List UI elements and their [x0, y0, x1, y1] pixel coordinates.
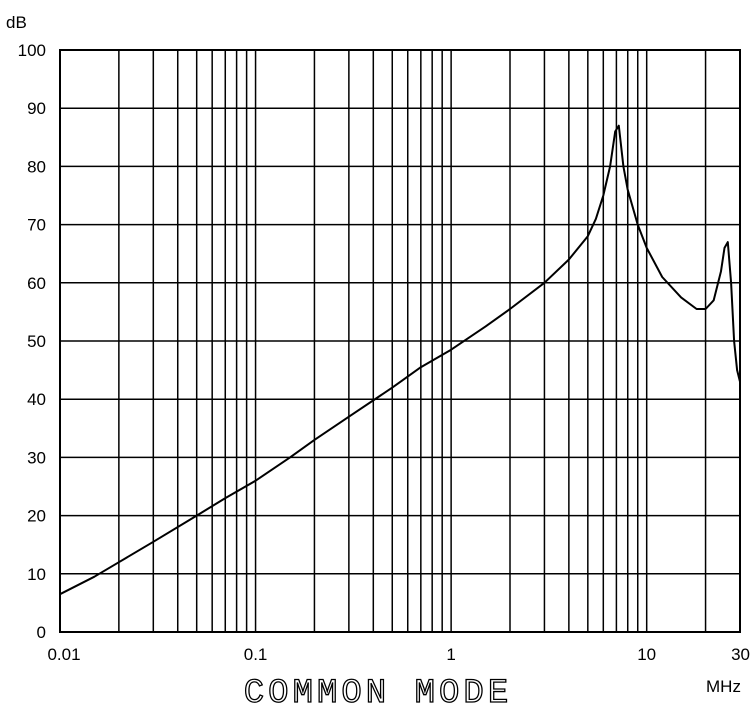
x-tick-label: 1: [446, 645, 455, 664]
chart-title: COMMON MODE: [244, 675, 512, 708]
x-tick-labels: 0.01 0.1 1 10 30: [47, 645, 750, 664]
y-axis-label: dB: [6, 13, 27, 32]
y-tick-label: 10: [27, 565, 46, 584]
y-tick-label: 100: [18, 41, 46, 60]
x-tick-label: 0.01: [47, 645, 80, 664]
y-tick-label: 40: [27, 390, 46, 409]
series-line: [59, 124, 741, 596]
y-tick-label: 50: [27, 332, 46, 351]
x-tick-label: 10: [637, 645, 656, 664]
x-axis-label: MHz: [706, 677, 741, 696]
y-tick-label: 0: [37, 623, 46, 642]
y-tick-label: 60: [27, 274, 46, 293]
plot-frame: [59, 49, 741, 633]
y-tick-label: 90: [27, 99, 46, 118]
y-tick-labels: 0 10 20 30 40 50 60 70 80 90 100: [18, 41, 46, 642]
grid: [59, 49, 741, 633]
x-tick-label: 30: [731, 645, 750, 664]
y-tick-label: 20: [27, 507, 46, 526]
y-tick-label: 80: [27, 157, 46, 176]
x-tick-label: 0.1: [244, 645, 268, 664]
y-tick-label: 30: [27, 448, 46, 467]
y-tick-label: 70: [27, 216, 46, 235]
